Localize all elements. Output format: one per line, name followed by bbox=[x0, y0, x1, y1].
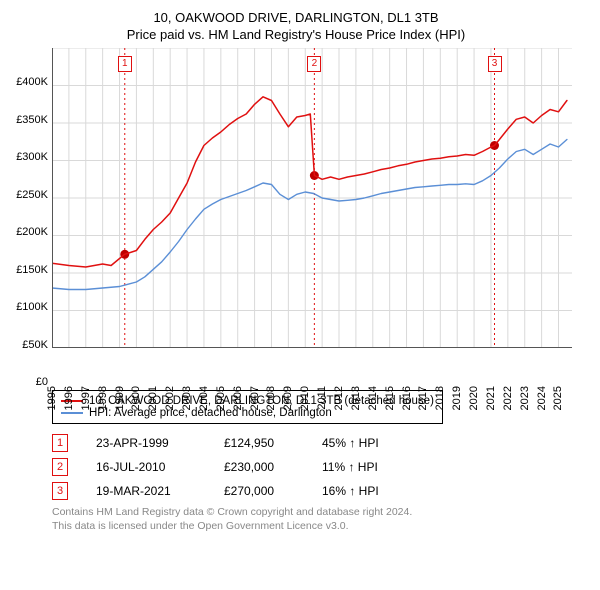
x-tick-label: 1998 bbox=[97, 386, 109, 410]
y-tick-label: £400K bbox=[16, 76, 48, 88]
x-tick-label: 2015 bbox=[384, 386, 396, 410]
transaction-row: 2 16-JUL-2010 £230,000 11% ↑ HPI bbox=[52, 458, 582, 476]
transaction-price: £230,000 bbox=[224, 460, 294, 474]
transaction-date: 19-MAR-2021 bbox=[96, 484, 196, 498]
x-tick-label: 2011 bbox=[316, 386, 328, 410]
page-root: 10, OAKWOOD DRIVE, DARLINGTON, DL1 3TB P… bbox=[0, 0, 600, 590]
transaction-marker: 2 bbox=[52, 458, 68, 476]
x-tick-label: 2007 bbox=[249, 386, 261, 410]
x-tick-label: 2006 bbox=[232, 386, 244, 410]
event-marker: 1 bbox=[118, 56, 132, 72]
transaction-diff: 45% ↑ HPI bbox=[322, 436, 402, 450]
transaction-date: 23-APR-1999 bbox=[96, 436, 196, 450]
footer-line: This data is licensed under the Open Gov… bbox=[52, 520, 582, 534]
x-tick-label: 2003 bbox=[181, 386, 193, 410]
x-tick-label: 2013 bbox=[350, 386, 362, 410]
transaction-row: 1 23-APR-1999 £124,950 45% ↑ HPI bbox=[52, 434, 582, 452]
x-tick-label: 2000 bbox=[130, 386, 142, 410]
transaction-marker: 3 bbox=[52, 482, 68, 500]
legend-swatch bbox=[61, 412, 83, 414]
line-chart bbox=[52, 48, 572, 348]
plot-area: 123£0£50K£100K£150K£200K£250K£300K£350K£… bbox=[52, 48, 582, 382]
y-tick-label: £300K bbox=[16, 151, 48, 163]
y-tick-label: £50K bbox=[22, 339, 48, 351]
x-tick-label: 2024 bbox=[536, 386, 548, 410]
x-tick-label: 2020 bbox=[468, 386, 480, 410]
x-tick-label: 2014 bbox=[367, 386, 379, 410]
x-tick-label: 2016 bbox=[401, 386, 413, 410]
x-tick-label: 2017 bbox=[417, 386, 429, 410]
transaction-row: 3 19-MAR-2021 £270,000 16% ↑ HPI bbox=[52, 482, 582, 500]
y-tick-label: £350K bbox=[16, 114, 48, 126]
footer-attribution: Contains HM Land Registry data © Crown c… bbox=[52, 506, 582, 533]
x-tick-label: 1999 bbox=[114, 386, 126, 410]
footer-line: Contains HM Land Registry data © Crown c… bbox=[52, 506, 582, 520]
x-tick-label: 2010 bbox=[299, 386, 311, 410]
x-tick-label: 2002 bbox=[164, 386, 176, 410]
x-tick-label: 2019 bbox=[451, 386, 463, 410]
transaction-diff: 16% ↑ HPI bbox=[322, 484, 402, 498]
x-tick-label: 2001 bbox=[147, 386, 159, 410]
transaction-diff: 11% ↑ HPI bbox=[322, 460, 402, 474]
event-marker: 2 bbox=[307, 56, 321, 72]
x-tick-label: 2005 bbox=[215, 386, 227, 410]
transaction-price: £124,950 bbox=[224, 436, 294, 450]
x-tick-label: 2023 bbox=[519, 386, 531, 410]
transactions-table: 1 23-APR-1999 £124,950 45% ↑ HPI 2 16-JUL-201… bbox=[52, 434, 582, 500]
x-tick-label: 2025 bbox=[552, 386, 564, 410]
y-tick-label: £100K bbox=[16, 301, 48, 313]
x-tick-label: 2021 bbox=[485, 386, 497, 410]
y-tick-label: £150K bbox=[16, 264, 48, 276]
chart-container: 123£0£50K£100K£150K£200K£250K£300K£350K£… bbox=[10, 48, 582, 382]
x-tick-label: 2008 bbox=[265, 386, 277, 410]
x-tick-label: 2012 bbox=[333, 386, 345, 410]
chart-title-sub: Price paid vs. HM Land Registry's House … bbox=[10, 27, 582, 42]
y-tick-label: £250K bbox=[16, 189, 48, 201]
x-tick-label: 1997 bbox=[80, 386, 92, 410]
x-tick-label: 2004 bbox=[198, 386, 210, 410]
y-tick-label: £200K bbox=[16, 226, 48, 238]
x-tick-label: 2009 bbox=[282, 386, 294, 410]
transaction-marker: 1 bbox=[52, 434, 68, 452]
x-tick-label: 1996 bbox=[63, 386, 75, 410]
event-marker: 3 bbox=[488, 56, 502, 72]
x-tick-label: 2022 bbox=[502, 386, 514, 410]
x-tick-label: 2018 bbox=[434, 386, 446, 410]
chart-title-address: 10, OAKWOOD DRIVE, DARLINGTON, DL1 3TB bbox=[10, 10, 582, 25]
transaction-price: £270,000 bbox=[224, 484, 294, 498]
transaction-date: 16-JUL-2010 bbox=[96, 460, 196, 474]
x-tick-label: 1995 bbox=[46, 386, 58, 410]
